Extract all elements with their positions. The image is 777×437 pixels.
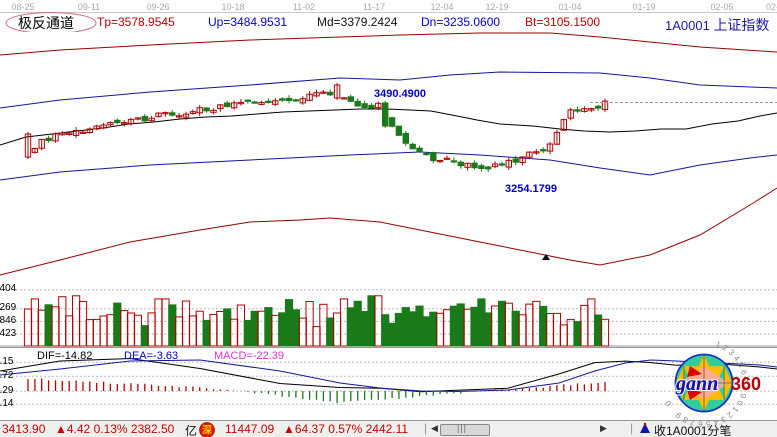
svg-text:12-19: 12-19 [485,2,508,12]
svg-text:深: 深 [202,424,212,437]
svg-text:01-19: 01-19 [632,2,655,12]
svg-text:01-04: 01-04 [558,2,581,12]
svg-text:02-2: 02-2 [766,2,777,12]
svg-text:11-17: 11-17 [363,2,385,12]
svg-text:12-04: 12-04 [430,2,453,12]
svg-text:09-26: 09-26 [146,2,169,12]
svg-text:08-25: 08-25 [11,2,34,12]
svg-text:09-11: 09-11 [78,2,100,12]
svg-text:02-05: 02-05 [710,2,733,12]
svg-text:11-02: 11-02 [293,2,315,12]
svg-text:10-18: 10-18 [221,2,244,12]
